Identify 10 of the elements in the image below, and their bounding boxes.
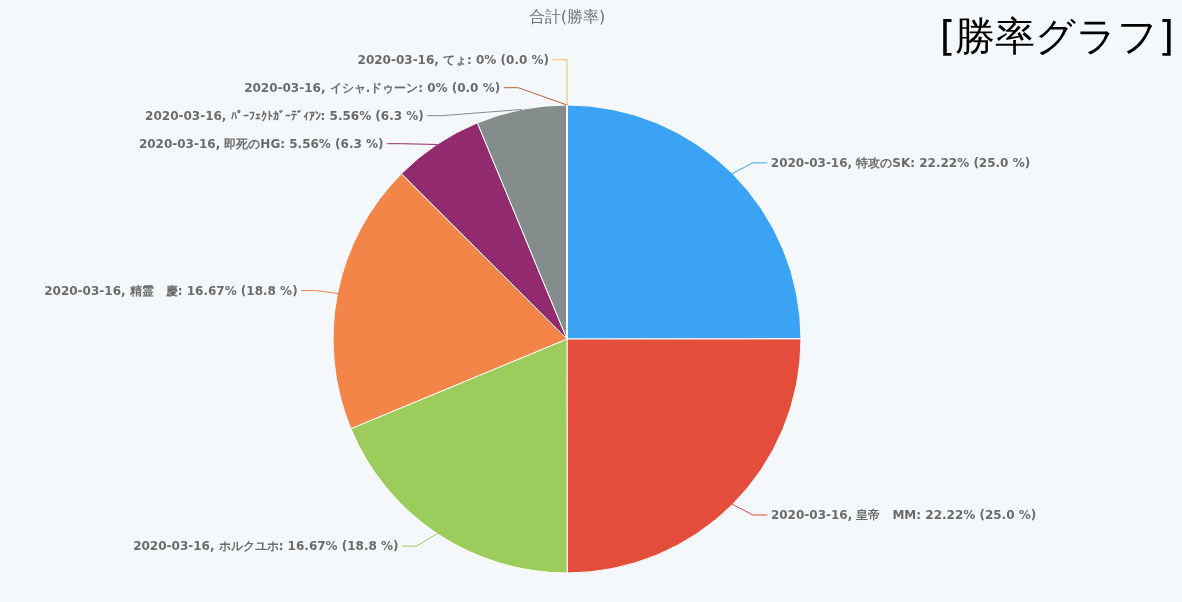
slice-label: 2020-03-16, ホルクユホ: 16.67% (18.8 %) — [133, 539, 399, 554]
category-label: 2020-03-16, てょ: 0% (0.0 %) — [357, 52, 549, 67]
slice-label: 2020-03-16, 精霊 慶: 16.67% (18.8 %) — [44, 283, 298, 298]
slice-label: 2020-03-16, 特攻のSK: 22.22% (25.0 %) — [770, 155, 1031, 170]
chart-title: 合計(勝率) — [528, 7, 606, 26]
slice-label: 2020-03-16, ﾊﾟｰﾌｪｸﾄｶﾞｰﾃﾞｨｱﾝ: 5.56% (6.3 %) — [145, 108, 424, 123]
text: [勝率グラフ] — [939, 13, 1174, 59]
slice-label: 2020-03-16, 即死のHG: 5.56% (6.3 %) — [138, 136, 384, 151]
category-label: 2020-03-16, イシャ.ドゥーン: 0% (0.0 %) — [244, 80, 501, 95]
slice-label: 2020-03-16, 皇帝 MM: 22.22% (25.0 %) — [770, 507, 1037, 522]
